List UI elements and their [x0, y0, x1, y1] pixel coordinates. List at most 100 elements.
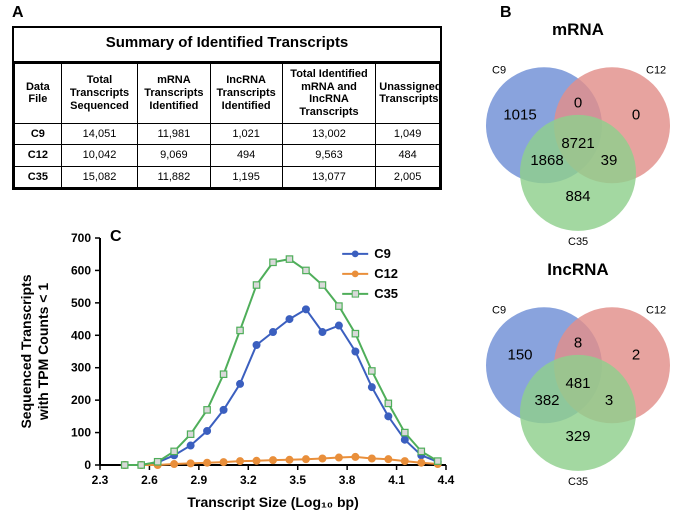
table-cell: 13,002 [282, 123, 376, 145]
venn-value-C9_only: 150 [507, 346, 532, 363]
table-cell: 1,049 [376, 123, 440, 145]
table-cell: 10,042 [61, 145, 138, 167]
marker-C35 [303, 267, 309, 273]
marker-C12 [286, 456, 293, 463]
x-tick-label: 3.5 [289, 473, 306, 487]
x-tick-label: 2.9 [191, 473, 208, 487]
venn-value-C35_only: 329 [565, 428, 590, 445]
legend-marker [352, 270, 359, 277]
marker-C9 [204, 428, 211, 435]
table-row: C1210,0429,0694949,563484 [15, 145, 440, 167]
marker-C35 [286, 256, 292, 262]
marker-C35 [435, 458, 441, 464]
table-cell: 9,563 [282, 145, 376, 167]
marker-C9 [352, 348, 359, 355]
marker-C35 [253, 282, 259, 288]
x-tick-label: 3.8 [339, 473, 356, 487]
series-line-C9 [125, 309, 438, 465]
marker-C12 [303, 456, 310, 463]
x-axis-label: Transcript Size (Log₁₀ bp) [187, 494, 359, 510]
y-tick-label: 400 [71, 328, 91, 342]
legend-marker [352, 291, 358, 297]
venn-incrna: C9C12C35150232983823481 [468, 284, 688, 494]
table-row: C914,05111,9811,02113,0021,049 [15, 123, 440, 145]
legend-marker [352, 250, 359, 257]
table-cell: 1,021 [210, 123, 282, 145]
marker-C9 [220, 406, 227, 413]
panel-label-A: A [12, 4, 24, 22]
table-cell: 9,069 [138, 145, 210, 167]
marker-C12 [352, 453, 359, 460]
summary-table: Data FileTotal Transcripts SequencedmRNA… [14, 63, 440, 188]
table-cell: 15,082 [61, 166, 138, 188]
venn-panel: mRNA C9C12C351015088401868398721 IncRNA … [468, 20, 688, 510]
marker-C35 [122, 462, 128, 468]
table-header-row: Data FileTotal Transcripts SequencedmRNA… [15, 64, 440, 124]
table-header-cell: IncRNA Transcripts Identified [210, 64, 282, 124]
marker-C35 [336, 303, 342, 309]
marker-C35 [171, 448, 177, 454]
table-cell: 13,077 [282, 166, 376, 188]
venn-set-label: C35 [568, 476, 588, 488]
venn-value-all: 481 [565, 375, 590, 392]
marker-C12 [368, 455, 375, 462]
venn-value-C9_C12: 8 [574, 334, 582, 351]
venn-set-label: C12 [646, 304, 666, 316]
marker-C9 [303, 306, 310, 313]
x-tick-label: 2.6 [141, 473, 158, 487]
table-cell: C35 [15, 166, 62, 188]
venn-incrna-title: IncRNA [468, 260, 688, 280]
table-cell: 484 [376, 145, 440, 167]
venn-value-C35_only: 884 [565, 188, 590, 205]
table-cell: 2,005 [376, 166, 440, 188]
table-cell: C9 [15, 123, 62, 145]
legend-label: C35 [374, 286, 398, 301]
y-tick-label: 300 [71, 361, 91, 375]
venn-circle-C35 [520, 355, 636, 471]
table-cell: 14,051 [61, 123, 138, 145]
marker-C12 [319, 455, 326, 462]
marker-C35 [270, 259, 276, 265]
marker-C12 [187, 460, 194, 467]
marker-C35 [319, 282, 325, 288]
marker-C9 [270, 329, 277, 336]
table-header-cell: Total Identified mRNA and IncRNA Transcr… [282, 64, 376, 124]
marker-C35 [237, 327, 243, 333]
venn-value-C9_only: 1015 [503, 106, 536, 123]
y-axis-label: Sequenced Transcriptswith TPM Counts < 1 [18, 274, 51, 428]
marker-C12 [418, 459, 425, 466]
marker-C12 [385, 456, 392, 463]
legend-label: C12 [374, 266, 398, 281]
y-tick-label: 0 [84, 458, 91, 472]
venn-value-all: 8721 [561, 135, 594, 152]
marker-C9 [319, 329, 326, 336]
venn-value-C12_only: 0 [632, 106, 640, 123]
marker-C12 [237, 458, 244, 465]
venn-value-C12_C35: 3 [605, 392, 613, 409]
marker-C35 [138, 462, 144, 468]
marker-C12 [336, 454, 343, 461]
y-tick-label: 700 [71, 231, 91, 245]
marker-C35 [369, 368, 375, 374]
marker-C9 [187, 442, 194, 449]
marker-C12 [253, 457, 260, 464]
marker-C9 [336, 322, 343, 329]
marker-C35 [402, 429, 408, 435]
table-cell: 11,981 [138, 123, 210, 145]
y-tick-label: 500 [71, 296, 91, 310]
y-tick-label: 200 [71, 393, 91, 407]
marker-C12 [270, 457, 277, 464]
table-header-cell: Data File [15, 64, 62, 124]
marker-C35 [204, 407, 210, 413]
venn-value-C12_only: 2 [632, 346, 640, 363]
table-cell: 1,195 [210, 166, 282, 188]
table-cell: 494 [210, 145, 282, 167]
marker-C35 [154, 459, 160, 465]
venn-mrna: C9C12C351015088401868398721 [468, 44, 688, 254]
venn-circle-C35 [520, 115, 636, 231]
table-header-cell: mRNA Transcripts Identified [138, 64, 210, 124]
marker-C12 [204, 459, 211, 466]
y-tick-label: 100 [71, 426, 91, 440]
marker-C35 [220, 371, 226, 377]
table-header-cell: Total Transcripts Sequenced [61, 64, 138, 124]
